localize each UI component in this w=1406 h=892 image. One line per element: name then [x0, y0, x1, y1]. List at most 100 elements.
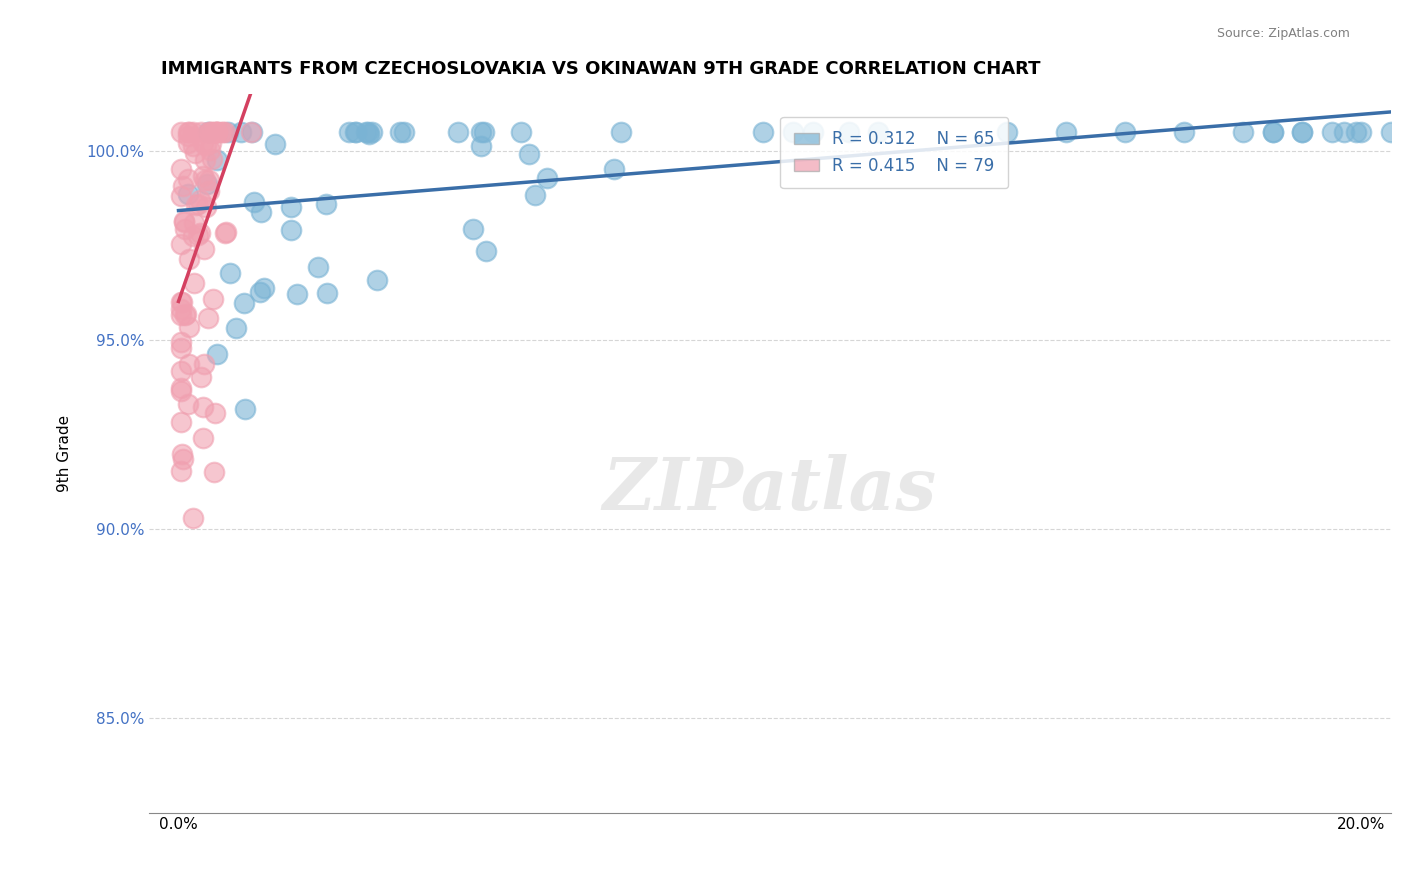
Okinawans — [193, 431, 215, 445]
Okinawans — [172, 451, 194, 466]
Immigrants from Czechoslovakia — [357, 125, 380, 139]
Okinawans — [200, 136, 222, 151]
Immigrants from Czechoslovakia — [1114, 125, 1136, 139]
Immigrants from Czechoslovakia — [253, 281, 276, 295]
Okinawans — [194, 137, 217, 152]
Immigrants from Czechoslovakia — [1232, 125, 1254, 139]
Immigrants from Czechoslovakia — [801, 125, 824, 139]
Immigrants from Czechoslovakia — [392, 125, 415, 139]
Immigrants from Czechoslovakia — [470, 125, 492, 139]
Immigrants from Czechoslovakia — [751, 125, 773, 139]
Immigrants from Czechoslovakia — [1054, 125, 1077, 139]
Immigrants from Czechoslovakia — [205, 347, 228, 361]
Immigrants from Czechoslovakia — [285, 287, 308, 301]
Okinawans — [170, 381, 193, 395]
Immigrants from Czechoslovakia — [307, 260, 329, 274]
Okinawans — [170, 125, 193, 139]
Okinawans — [170, 341, 193, 355]
Immigrants from Czechoslovakia — [517, 146, 540, 161]
Okinawans — [240, 125, 263, 139]
Okinawans — [179, 357, 201, 371]
Okinawans — [186, 197, 208, 211]
Immigrants from Czechoslovakia — [1350, 125, 1372, 139]
Immigrants from Czechoslovakia — [389, 125, 412, 139]
Immigrants from Czechoslovakia — [610, 125, 633, 139]
Okinawans — [202, 293, 225, 307]
Immigrants from Czechoslovakia — [1291, 125, 1313, 139]
Okinawans — [173, 308, 195, 322]
Okinawans — [170, 188, 193, 202]
Immigrants from Czechoslovakia — [1173, 125, 1195, 139]
Immigrants from Czechoslovakia — [1261, 125, 1284, 139]
Immigrants from Czechoslovakia — [316, 285, 339, 300]
Y-axis label: 9th Grade: 9th Grade — [58, 415, 72, 492]
Okinawans — [198, 173, 221, 187]
Okinawans — [209, 125, 232, 139]
Okinawans — [193, 357, 215, 371]
Immigrants from Czechoslovakia — [995, 125, 1018, 139]
Okinawans — [214, 125, 236, 139]
Immigrants from Czechoslovakia — [344, 125, 367, 139]
Immigrants from Czechoslovakia — [343, 125, 366, 139]
Immigrants from Czechoslovakia — [470, 138, 492, 153]
Okinawans — [173, 214, 195, 228]
Okinawans — [193, 400, 215, 414]
Text: ZIPatlas: ZIPatlas — [603, 454, 936, 524]
Okinawans — [172, 178, 194, 193]
Immigrants from Czechoslovakia — [242, 195, 264, 210]
Okinawans — [191, 136, 214, 150]
Okinawans — [194, 153, 217, 168]
Immigrants from Czechoslovakia — [360, 125, 382, 139]
Okinawans — [181, 511, 204, 525]
Immigrants from Czechoslovakia — [1379, 125, 1402, 139]
Okinawans — [183, 229, 205, 244]
Immigrants from Czechoslovakia — [233, 402, 256, 417]
Okinawans — [190, 125, 212, 139]
Okinawans — [170, 308, 193, 322]
Immigrants from Czechoslovakia — [510, 125, 533, 139]
Immigrants from Czechoslovakia — [197, 125, 219, 139]
Okinawans — [170, 236, 193, 251]
Immigrants from Czechoslovakia — [240, 125, 263, 139]
Immigrants from Czechoslovakia — [447, 125, 470, 139]
Okinawans — [197, 311, 219, 326]
Legend: R = 0.312    N = 65, R = 0.415    N = 79: R = 0.312 N = 65, R = 0.415 N = 79 — [780, 117, 1008, 188]
Okinawans — [198, 125, 221, 139]
Okinawans — [170, 447, 193, 461]
Okinawans — [197, 185, 219, 199]
Okinawans — [183, 277, 205, 291]
Okinawans — [174, 222, 197, 236]
Okinawans — [211, 125, 233, 139]
Okinawans — [190, 370, 212, 384]
Okinawans — [170, 335, 193, 350]
Okinawans — [179, 252, 201, 266]
Okinawans — [205, 125, 228, 139]
Immigrants from Czechoslovakia — [337, 125, 360, 139]
Text: Source: ZipAtlas.com: Source: ZipAtlas.com — [1216, 27, 1350, 40]
Immigrants from Czechoslovakia — [461, 221, 484, 235]
Okinawans — [170, 294, 193, 309]
Immigrants from Czechoslovakia — [536, 171, 558, 186]
Immigrants from Czechoslovakia — [217, 125, 239, 139]
Immigrants from Czechoslovakia — [472, 125, 495, 139]
Immigrants from Czechoslovakia — [356, 125, 378, 139]
Immigrants from Czechoslovakia — [232, 295, 254, 310]
Okinawans — [170, 295, 193, 310]
Okinawans — [173, 215, 195, 229]
Okinawans — [183, 216, 205, 230]
Immigrants from Czechoslovakia — [782, 125, 804, 139]
Okinawans — [194, 173, 217, 187]
Okinawans — [193, 242, 215, 256]
Immigrants from Czechoslovakia — [219, 267, 242, 281]
Immigrants from Czechoslovakia — [866, 125, 889, 139]
Okinawans — [198, 144, 221, 158]
Okinawans — [187, 228, 209, 243]
Text: IMMIGRANTS FROM CZECHOSLOVAKIA VS OKINAWAN 9TH GRADE CORRELATION CHART: IMMIGRANTS FROM CZECHOSLOVAKIA VS OKINAW… — [162, 60, 1040, 78]
Immigrants from Czechoslovakia — [1344, 125, 1367, 139]
Immigrants from Czechoslovakia — [1320, 125, 1343, 139]
Okinawans — [191, 169, 214, 184]
Okinawans — [177, 125, 200, 139]
Okinawans — [177, 320, 200, 334]
Okinawans — [187, 197, 209, 211]
Okinawans — [205, 125, 228, 139]
